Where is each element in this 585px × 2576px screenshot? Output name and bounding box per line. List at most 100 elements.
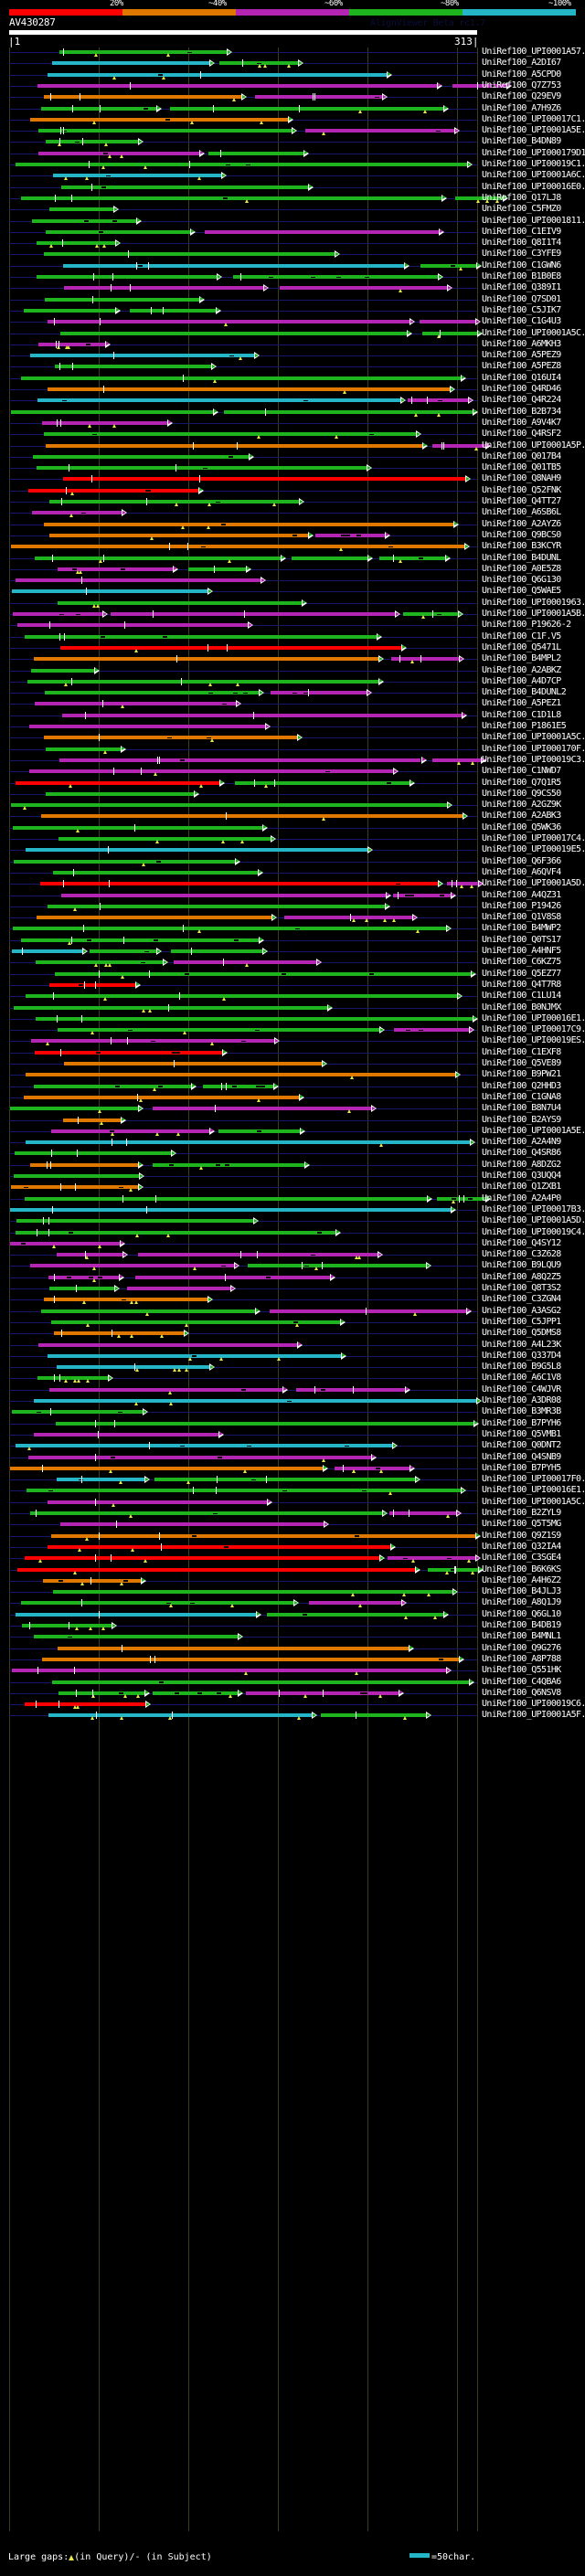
subject-accession-label[interactable]: UniRef100_B2ZYL9 (482, 1508, 561, 1518)
alignment-row[interactable]: UniRef100_B4DN89 (0, 136, 585, 148)
subject-accession-label[interactable]: UniRef100_Q7Z753 (482, 80, 561, 90)
alignment-row[interactable]: UniRef100_UPI0001A5F.. (0, 1710, 585, 1722)
alignment-row[interactable]: UniRef100_B1B0E8 (0, 271, 585, 283)
alignment-row[interactable]: UniRef100_UPI00016E0.. (0, 182, 585, 194)
alignment-row[interactable]: UniRef100_C1EXF8 (0, 1047, 585, 1059)
hsp-bar[interactable] (29, 725, 265, 728)
subject-accession-label[interactable]: UniRef100_B9PW21 (482, 1069, 561, 1080)
alignment-row[interactable]: UniRef100_UPI000170F.. (0, 744, 585, 756)
subject-accession-label[interactable]: UniRef100_Q01TB5 (482, 462, 561, 473)
hsp-bar[interactable] (15, 578, 261, 583)
hsp-bar[interactable] (234, 780, 410, 785)
subject-accession-label[interactable]: UniRef100_Q337D4 (482, 1350, 561, 1361)
hsp-bar[interactable] (15, 1151, 172, 1156)
subject-accession-label[interactable]: UniRef100_Q5EZ77 (482, 968, 561, 979)
subject-accession-label[interactable]: UniRef100_Q6GL10 (482, 1608, 561, 1619)
alignment-row[interactable]: UniRef100_UPI00017C9.. (0, 1024, 585, 1036)
hsp-bar[interactable] (10, 409, 214, 414)
subject-accession-label[interactable]: UniRef100_Q3UQQ4 (482, 1171, 561, 1181)
alignment-row[interactable]: UniRef100_B4MPL2 (0, 653, 585, 665)
hsp-bar[interactable] (47, 904, 385, 908)
alignment-row[interactable]: UniRef100_Q4SNB9 (0, 1452, 585, 1464)
alignment-row[interactable]: UniRef100_UPI0001A5B.. (0, 609, 585, 620)
hsp-bar[interactable] (38, 1342, 297, 1347)
subject-accession-label[interactable]: UniRef100_UPI0001A5D.. (482, 1215, 585, 1226)
hsp-bar[interactable] (34, 1432, 218, 1436)
hsp-bar[interactable] (295, 1387, 406, 1392)
hsp-bar[interactable] (25, 848, 367, 853)
alignment-row[interactable]: UniRef100_UPI00019C6.. (0, 1699, 585, 1711)
alignment-row[interactable]: UniRef100_A0E5Z8 (0, 564, 585, 576)
hsp-bar[interactable] (12, 949, 82, 953)
hsp-bar[interactable] (34, 702, 236, 706)
hsp-bar[interactable] (39, 882, 438, 886)
subject-accession-label[interactable]: UniRef100_B0NJMX (482, 1002, 561, 1012)
subject-accession-label[interactable]: UniRef100_UPI00019C4.. (482, 1226, 585, 1237)
hsp-bar[interactable] (447, 882, 478, 886)
hsp-bar[interactable] (43, 95, 241, 100)
hsp-bar[interactable] (48, 1713, 312, 1718)
alignment-row[interactable]: UniRef100_C3YFE9 (0, 249, 585, 260)
subject-accession-label[interactable]: UniRef100_Q5471L (482, 641, 561, 652)
hsp-bar[interactable] (152, 1107, 371, 1111)
subject-accession-label[interactable]: UniRef100_A9V4K7 (482, 417, 561, 428)
subject-accession-label[interactable]: UniRef100_Q1ZXB1 (482, 1182, 561, 1193)
subject-accession-label[interactable]: UniRef100_C1GWN6 (482, 260, 561, 270)
hsp-bar[interactable] (27, 679, 379, 684)
alignment-row[interactable]: UniRef100_Q9G276 (0, 1642, 585, 1655)
hsp-bar[interactable] (48, 982, 136, 987)
hsp-bar[interactable] (29, 769, 393, 774)
hsp-bar[interactable] (52, 1590, 452, 1595)
hsp-bar[interactable] (390, 657, 460, 662)
hsp-bar[interactable] (431, 443, 485, 448)
alignment-row[interactable]: UniRef100_UPI0001A5C.. (0, 1497, 585, 1509)
subject-accession-label[interactable]: UniRef100_UPI0001A5C.. (482, 327, 585, 338)
alignment-row[interactable]: UniRef100_Q5T5MG (0, 1519, 585, 1531)
alignment-row[interactable]: UniRef100_Q29EV9 (0, 91, 585, 103)
subject-accession-label[interactable]: UniRef100_A8Q2Z5 (482, 1271, 561, 1282)
hsp-bar[interactable] (34, 1050, 223, 1055)
alignment-row[interactable]: UniRef100_Q6GL10 (0, 1608, 585, 1621)
hsp-bar[interactable] (48, 1275, 120, 1279)
hsp-bar[interactable] (20, 196, 442, 200)
hsp-bar[interactable] (35, 556, 281, 560)
alignment-row[interactable]: UniRef100_C3Z628 (0, 1249, 585, 1261)
hsp-bar[interactable] (29, 1162, 139, 1167)
hsp-bar[interactable] (11, 1669, 447, 1673)
alignment-row[interactable]: UniRef100_UPI0001811.. (0, 216, 585, 228)
subject-accession-label[interactable]: UniRef100_A4L23K (482, 1339, 561, 1350)
subject-accession-label[interactable]: UniRef100_A2GZ9K (482, 800, 561, 811)
hsp-bar[interactable] (47, 1544, 390, 1549)
subject-accession-label[interactable]: UniRef100_A3ASG2 (482, 1305, 561, 1316)
alignment-row[interactable]: UniRef100_UPI0001A5C.. (0, 732, 585, 744)
alignment-row[interactable]: UniRef100_Q8I1T4 (0, 238, 585, 249)
subject-accession-label[interactable]: UniRef100_Q6NSV8 (482, 1687, 561, 1698)
hsp-bar[interactable] (45, 229, 191, 234)
hsp-bar[interactable] (9, 1241, 121, 1246)
hsp-bar[interactable] (60, 331, 407, 335)
hsp-bar[interactable] (223, 409, 473, 414)
hsp-bar[interactable] (266, 1612, 443, 1617)
alignment-row[interactable]: UniRef100_Q1V8S8 (0, 912, 585, 924)
hsp-bar[interactable] (56, 1421, 473, 1426)
alignment-row[interactable]: UniRef100_UPI00016E1.. (0, 1485, 585, 1497)
hsp-bar[interactable] (233, 275, 439, 279)
subject-accession-label[interactable]: UniRef100_B6K6KS (482, 1564, 561, 1574)
hsp-bar[interactable] (15, 163, 467, 166)
subject-accession-label[interactable]: UniRef100_Q9G276 (482, 1642, 561, 1653)
alignment-row[interactable]: UniRef100_Q4RSF2 (0, 429, 585, 440)
alignment-row[interactable]: UniRef100_UPI00017F0.. (0, 1474, 585, 1486)
hsp-bar[interactable] (283, 916, 413, 920)
hsp-bar[interactable] (57, 1646, 409, 1650)
subject-accession-label[interactable]: UniRef100_UPI00017B3.. (482, 1203, 585, 1214)
hsp-bar[interactable] (437, 1196, 485, 1201)
hsp-bar[interactable] (25, 1556, 380, 1561)
subject-accession-label[interactable]: UniRef100_A5PEZ8 (482, 361, 561, 372)
hsp-bar[interactable] (30, 668, 95, 673)
hsp-bar[interactable] (49, 533, 308, 537)
hsp-bar[interactable] (153, 1691, 238, 1695)
alignment-row[interactable]: UniRef100_Q3UQQ4 (0, 1171, 585, 1182)
hsp-bar[interactable] (63, 477, 465, 482)
alignment-row[interactable]: UniRef100_Q5471L (0, 641, 585, 654)
subject-accession-label[interactable]: UniRef100_UPI00019E5.. (482, 844, 585, 855)
